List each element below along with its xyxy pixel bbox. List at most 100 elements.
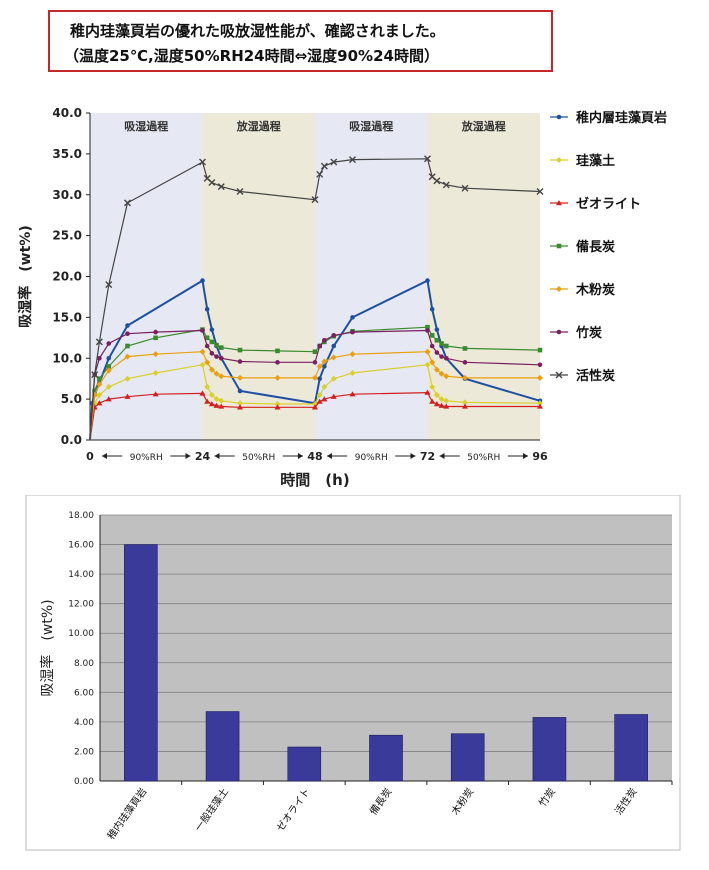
x-tick-label: 24: [195, 450, 211, 463]
y-axis-title: 吸湿率 (wt%): [39, 599, 56, 696]
title-line-1: 稚内珪藻頁岩の優れた吸放湿性能が、確認されました。: [70, 22, 445, 40]
data-point: [208, 178, 216, 186]
y-tick-label: 12.00: [68, 600, 94, 610]
data-point: [429, 359, 436, 366]
data-point: [199, 390, 206, 396]
data-point: [537, 400, 543, 407]
data-point: [537, 347, 543, 353]
data-point: [125, 323, 130, 328]
data-point: [439, 354, 444, 359]
data-point: [208, 366, 215, 373]
data-point: [95, 338, 103, 346]
data-point: [537, 403, 543, 409]
data-point: [106, 341, 112, 346]
data-point: [443, 397, 450, 404]
data-point: [105, 281, 113, 289]
range-label: 90%RH: [130, 453, 163, 463]
data-point: [105, 396, 112, 402]
y-tick-label: 10.00: [68, 629, 94, 639]
y-tick-label: 20.0: [52, 270, 82, 284]
range-label: 90%RH: [355, 453, 388, 463]
data-point: [274, 401, 281, 408]
bar: [532, 717, 567, 782]
series-6: [89, 155, 544, 441]
data-point: [204, 383, 211, 390]
data-point: [462, 374, 468, 381]
data-point: [218, 397, 225, 404]
data-point: [274, 374, 281, 381]
data-point: [237, 347, 243, 353]
data-point: [442, 181, 450, 189]
data-point: [331, 333, 337, 338]
data-point: [434, 337, 440, 343]
data-point: [439, 341, 444, 346]
data-point: [275, 348, 280, 354]
data-point: [434, 327, 440, 332]
bar: [369, 734, 403, 782]
data-point: [218, 373, 225, 380]
data-point: [317, 343, 322, 349]
data-point: [349, 351, 356, 358]
data-point: [124, 353, 131, 360]
data-point: [97, 376, 102, 381]
data-point: [124, 393, 131, 399]
data-point: [321, 396, 328, 402]
bar: [450, 733, 485, 782]
data-point: [96, 381, 103, 388]
data-point: [96, 400, 103, 406]
y-tick-label: 6.00: [74, 688, 94, 698]
data-point: [204, 359, 211, 366]
data-point: [321, 383, 328, 390]
humidity-line-chart: 吸湿過程 放湿過程 吸湿過程 放湿過程 0.0 5.0 10.0 15.0 20.0 25.0 30…: [17, 106, 667, 489]
data-point: [204, 343, 210, 349]
data-point: [462, 403, 468, 409]
y-tick-label: 40.0: [52, 106, 82, 120]
data-point: [218, 345, 224, 350]
data-point: [330, 393, 337, 399]
data-point: [438, 402, 445, 408]
data-point: [152, 369, 159, 376]
data-point: [429, 306, 435, 312]
data-point: [96, 392, 103, 399]
data-point: [462, 399, 468, 406]
data-point: [556, 329, 562, 335]
y-tick-label: 0.0: [61, 433, 82, 447]
data-point: [316, 170, 324, 178]
x-tick-label: 96: [532, 450, 548, 463]
phase-label: 放湿過程: [461, 119, 506, 133]
data-point: [536, 187, 544, 195]
data-point: [213, 396, 220, 403]
data-point: [424, 348, 431, 355]
legend-label: 活性炭: [576, 368, 615, 384]
phase-label: 吸湿過程: [349, 119, 393, 133]
data-point: [438, 396, 445, 403]
phase-band: [315, 113, 428, 440]
data-point: [214, 354, 219, 359]
data-point: [330, 158, 338, 166]
data-point: [105, 383, 112, 390]
data-point: [209, 339, 215, 345]
arrow-head-right: [185, 453, 191, 459]
x-tick-label: 0: [86, 450, 94, 463]
data-point: [316, 392, 323, 399]
arrow-head-left: [102, 453, 107, 459]
data-point: [331, 343, 337, 349]
series-1: [89, 361, 543, 441]
y-tick-label: 35.0: [52, 147, 82, 161]
data-point: [350, 315, 355, 320]
legend-label: 稚内層珪藻頁岩: [576, 110, 667, 126]
data-point: [199, 348, 206, 355]
data-point: [425, 328, 430, 333]
bar: [287, 746, 322, 782]
legend-label: 木粉炭: [575, 282, 615, 298]
data-point: [433, 366, 440, 373]
data-point: [316, 363, 323, 370]
data-point: [204, 335, 210, 341]
data-point: [152, 391, 159, 397]
data-point: [312, 404, 318, 410]
legend-label: 備長炭: [576, 239, 615, 255]
data-point: [556, 157, 562, 163]
data-point: [462, 360, 468, 365]
data-point: [312, 349, 318, 355]
data-point: [320, 162, 328, 170]
